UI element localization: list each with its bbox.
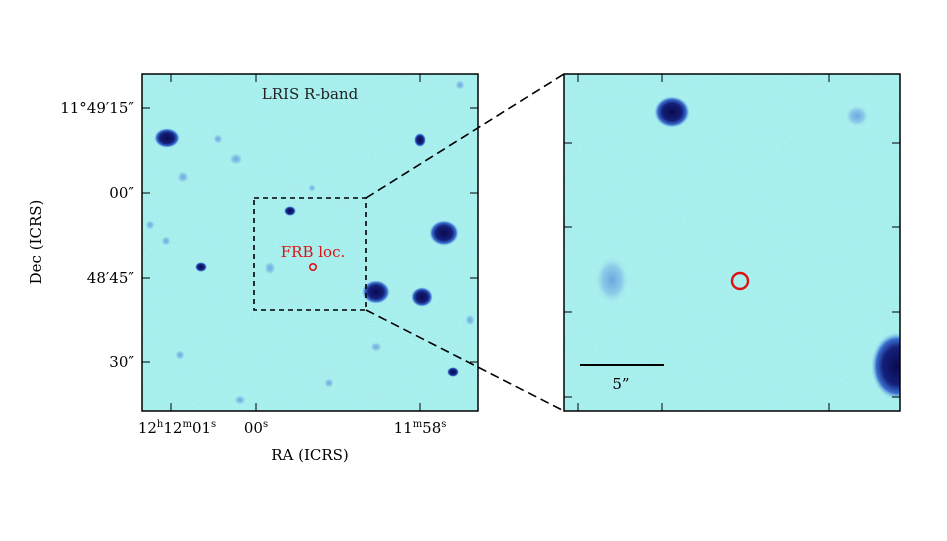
left-sky-noise: [142, 74, 478, 411]
faint-source: [213, 134, 223, 144]
star-box-edge: [362, 280, 390, 304]
star-upper-left: [154, 128, 180, 148]
ra-tick-label: 11m58s: [394, 419, 447, 437]
frb-location-label: FRB loc.: [281, 243, 346, 261]
star-right-large: [429, 220, 459, 246]
right-sky-noise: [564, 74, 900, 411]
zoom-galaxy-left: [595, 256, 629, 304]
ra-tick-label: 12h12m01s: [138, 419, 216, 437]
ra-tick-label: 00s: [244, 419, 268, 437]
y-axis-label: Dec (ICRS): [27, 200, 45, 285]
x-axis-label: RA (ICRS): [271, 446, 349, 464]
dec-tick-label: 30″: [109, 353, 134, 371]
faint-source: [465, 314, 475, 326]
dec-tick-label: 00″: [109, 184, 134, 202]
star-box-top: [284, 206, 296, 216]
star-lower-right: [447, 367, 459, 377]
zoom-star-top: [654, 96, 690, 128]
star-right-mid: [411, 287, 433, 307]
dec-tick-label: 11°49′15″: [60, 99, 134, 117]
faint-source: [145, 220, 155, 230]
left-panel-frame: [141, 73, 479, 412]
right-panel-frame: [563, 73, 901, 412]
band-label: LRIS R-band: [262, 85, 359, 103]
zoom-connector-bottom: [365, 309, 565, 412]
frb-location-marker-zoom: [730, 271, 750, 291]
left-panel-ticks: [142, 74, 478, 411]
zoom-star-corner: [871, 332, 900, 400]
scale-bar-label: 5”: [612, 375, 629, 393]
faint-source: [324, 378, 334, 388]
right-zoom-panel: 5”: [563, 73, 901, 412]
right-panel-ticks: [564, 74, 900, 411]
star-upper-mid: [414, 133, 426, 147]
faint-source: [177, 171, 189, 183]
faint-source: [308, 184, 316, 192]
faint-source: [229, 153, 243, 165]
zoom-connector-top: [365, 73, 565, 199]
zoom-faint-source: [845, 105, 869, 127]
dec-tick-label: 48′45″: [87, 269, 135, 287]
faint-source: [175, 350, 185, 360]
faint-source: [161, 236, 171, 246]
frb-location-marker-left: [308, 262, 317, 271]
faint-source: [264, 261, 276, 275]
faint-source: [234, 395, 246, 405]
star-left-mid: [195, 262, 207, 272]
zoom-region-box: [253, 197, 367, 311]
left-image-panel: FRB loc. LRIS R-band 12h12m01s 00s 11m58…: [27, 73, 479, 464]
star-lower-mid: [370, 342, 382, 352]
faint-source: [455, 80, 465, 90]
